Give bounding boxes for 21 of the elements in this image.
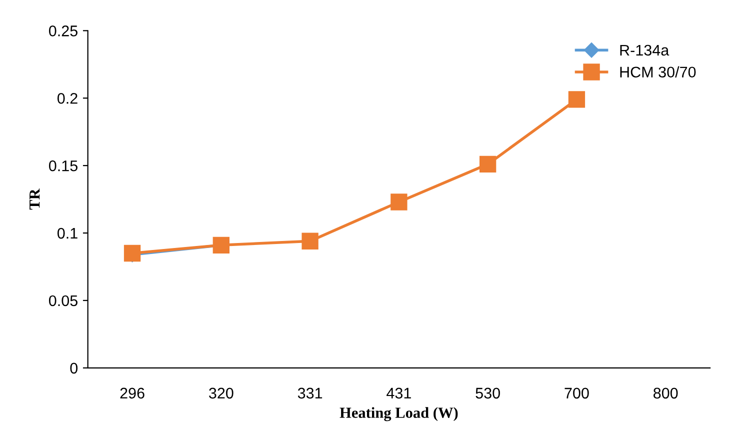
point [479, 156, 496, 173]
x-tick-label: 530 [476, 388, 500, 399]
x-tick-label: 700 [564, 388, 589, 399]
point [390, 194, 408, 210]
y-tick-label: 0.15 [48, 160, 78, 172]
point [302, 232, 318, 250]
x-tick-label: 296 [120, 388, 144, 399]
legend-label: R-134a [620, 44, 670, 56]
y-tick-label: 0.1 [57, 228, 78, 239]
x-tick-label: 331 [298, 388, 322, 399]
x-axis-title: Heating Load (W) [340, 407, 458, 422]
y-tick-label: 0.25 [48, 26, 78, 36]
y-axis-title: TR [30, 188, 40, 210]
x-tick-label: 800 [654, 388, 678, 399]
point [568, 91, 586, 108]
x-tick-label: 320 [209, 388, 234, 399]
y-tick-label: 0.2 [57, 92, 78, 104]
x-tick-label: 431 [386, 388, 411, 399]
y-tick-label: 0.05 [48, 295, 78, 306]
y-tick-label: 0 [70, 362, 78, 374]
legend-label: HCM 30/70 [620, 66, 696, 78]
